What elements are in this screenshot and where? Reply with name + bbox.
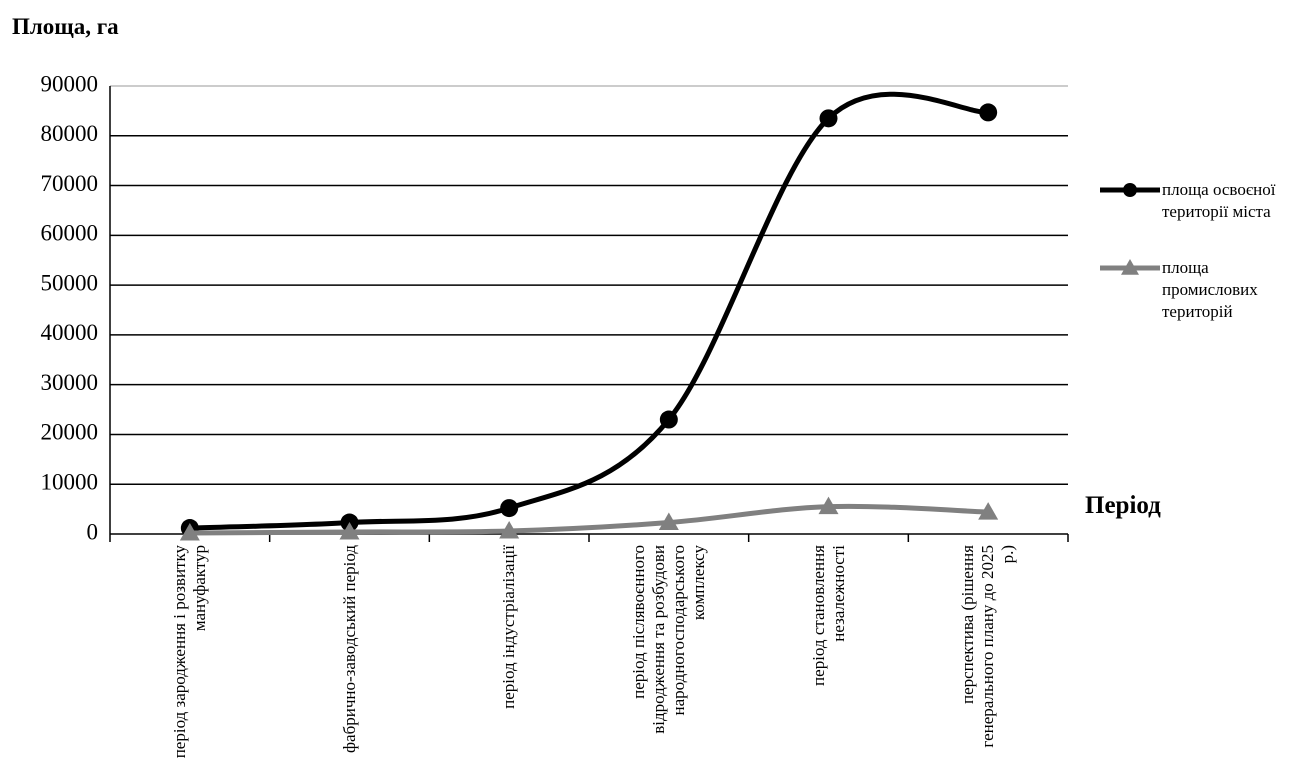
point — [818, 496, 839, 515]
legend-marker — [1123, 183, 1137, 197]
point — [500, 499, 519, 518]
y-tick-label: 40000 — [41, 320, 99, 345]
y-tick-label: 30000 — [41, 370, 99, 395]
point — [179, 523, 200, 541]
y-tick-label: 10000 — [41, 470, 99, 495]
y-tick-label: 20000 — [41, 420, 99, 445]
y-tick-label: 90000 — [41, 71, 99, 96]
legend-label: площа промислових територій — [1162, 258, 1258, 321]
point — [499, 521, 520, 539]
y-tick-label: 60000 — [41, 221, 99, 246]
chart-title: Площа, га — [12, 14, 119, 39]
series-line — [189, 91, 989, 531]
y-tick-label: 0 — [87, 519, 99, 544]
x-tick-label: перспектива (рішення генерального плану … — [958, 545, 1018, 748]
point — [979, 103, 998, 122]
point — [659, 410, 678, 429]
y-tick-label: 70000 — [41, 171, 99, 196]
x-tick-label: фабрично-заводський період — [339, 545, 359, 753]
y-tick-label: 50000 — [41, 270, 99, 295]
x-tick-label: період післявоєнного відродження та розб… — [628, 545, 708, 734]
x-axis-label: Період — [1085, 492, 1161, 519]
x-tick-label: період зародження і розвитку мануфактур — [169, 545, 209, 759]
x-tick-label: період індустріалізації — [499, 545, 519, 709]
point — [978, 502, 999, 520]
legend-marker — [1121, 259, 1139, 275]
point — [658, 512, 679, 531]
y-tick-label: 80000 — [41, 121, 99, 146]
series-line — [189, 503, 989, 536]
point — [339, 522, 360, 540]
x-tick-label: період становлення незалежності — [808, 545, 848, 686]
point — [819, 109, 838, 128]
legend-label: площа освоєної території міста — [1162, 180, 1276, 221]
